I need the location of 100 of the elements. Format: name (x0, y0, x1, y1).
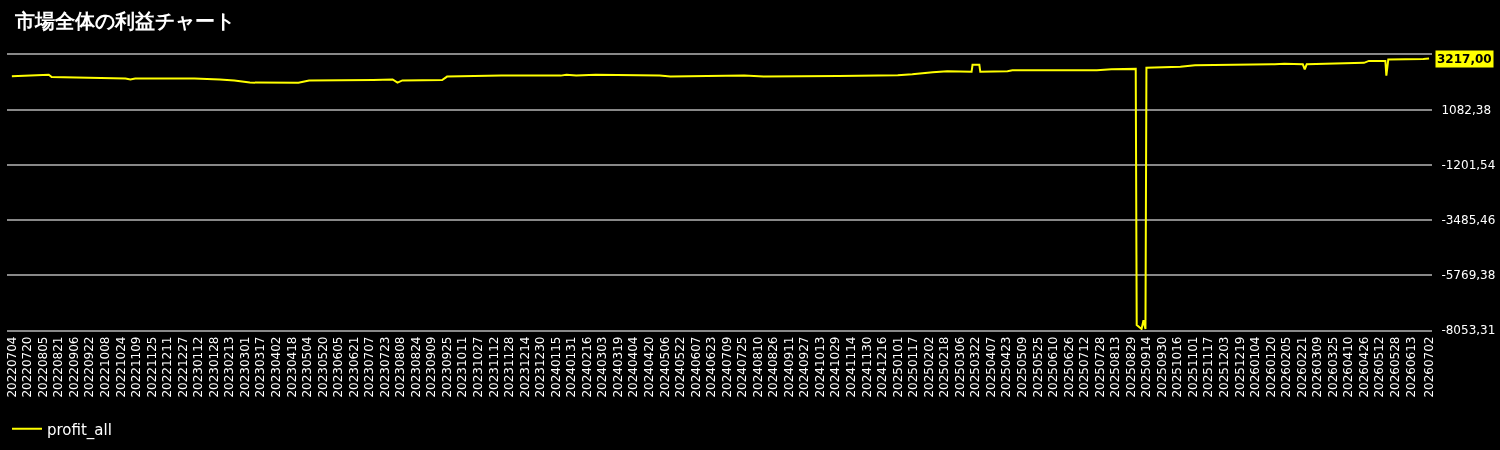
x-tick-label: 20250423 (999, 336, 1014, 398)
x-tick-label: 20250322 (968, 336, 983, 398)
x-tick-label: 20221024 (113, 336, 128, 398)
x-tick-label: 20251219 (1232, 336, 1247, 398)
x-tick-label: 20240131 (564, 336, 579, 398)
x-tick-label: 20260702 (1421, 336, 1436, 398)
x-tick-label: 20231112 (486, 336, 501, 398)
y-tick-label: -8053,31 (1441, 323, 1496, 338)
x-tick-label: 20260221 (1294, 336, 1309, 398)
x-tick-label: 20260613 (1403, 336, 1418, 398)
x-tick-label: 20250626 (1061, 336, 1076, 398)
x-tick-label: 20230605 (331, 336, 346, 398)
x-tick-label: 20240709 (719, 336, 734, 398)
legend-label: profit_all (47, 420, 112, 440)
x-tick-label: 20221227 (175, 336, 190, 398)
x-tick-label: 20230213 (222, 336, 237, 398)
x-tick-label: 20221125 (144, 336, 159, 398)
x-tick-label: 20241013 (812, 336, 827, 398)
x-tick-label: 20220821 (51, 336, 66, 398)
x-tick-label: 20240216 (579, 336, 594, 398)
x-tick-label: 20241029 (828, 336, 843, 398)
x-tick-label: 20240420 (641, 336, 656, 398)
annotation: 3217,00 (1437, 52, 1492, 66)
x-tick-label: 20260410 (1341, 336, 1356, 398)
x-tick-label: 20250407 (983, 336, 998, 398)
x-tick-label: 20230317 (253, 336, 268, 398)
x-tick-label: 20231128 (502, 336, 517, 398)
x-tick-label: 20220704 (4, 336, 19, 398)
x-tick-label: 20230128 (206, 336, 221, 398)
x-tick-label: 20240927 (797, 336, 812, 398)
x-tick-label: 20250712 (1077, 336, 1092, 398)
x-tick-label: 20240826 (766, 336, 781, 398)
x-tick-label: 20230112 (191, 336, 206, 398)
x-tick-label: 20230824 (408, 336, 423, 398)
x-tick-label: 20230418 (284, 336, 299, 398)
x-tick-label: 20240319 (610, 336, 625, 398)
x-tick-label: 20251117 (1201, 336, 1216, 398)
x-tick-label: 20231230 (533, 336, 548, 398)
y-tick-label: -1201,54 (1441, 158, 1496, 173)
x-tick-label: 20231214 (517, 336, 532, 398)
x-tick-label: 20221008 (98, 336, 113, 398)
x-tick-label: 20240506 (657, 336, 672, 398)
x-tick-label: 20230723 (377, 336, 392, 398)
x-tick-label: 20251016 (1170, 336, 1185, 398)
x-tick-label: 20240810 (750, 336, 765, 398)
x-tick-label: 20241130 (859, 336, 874, 398)
x-tick-label: 20250509 (1014, 336, 1029, 398)
x-tick-label: 20260120 (1263, 336, 1278, 398)
x-tick-label: 20220720 (20, 336, 35, 398)
x-tick-label: 20240404 (626, 336, 641, 398)
x-tick-label: 20231027 (471, 336, 486, 398)
x-tick-label: 20230301 (237, 336, 252, 398)
x-tick-label: 20250610 (1046, 336, 1061, 398)
x-tick-label: 20250218 (937, 336, 952, 398)
x-tick-label: 20230707 (362, 336, 377, 398)
x-tick-label: 20220805 (35, 336, 50, 398)
x-tick-label: 20260104 (1248, 336, 1263, 398)
x-tick-label: 20220906 (66, 336, 81, 398)
x-tick-label: 20260325 (1325, 336, 1340, 398)
x-tick-label: 20230808 (393, 336, 408, 398)
x-tick-label: 20250525 (1030, 336, 1045, 398)
x-tick-label: 20250813 (1108, 336, 1123, 398)
x-tick-label: 20260528 (1387, 336, 1402, 398)
x-tick-label: 20250914 (1139, 336, 1154, 398)
x-tick-label: 20221109 (129, 336, 144, 398)
x-tick-label: 20250829 (1123, 336, 1138, 398)
line-series (10, 57, 1431, 330)
x-tick-label: 20240115 (548, 336, 563, 398)
x-tick-label: 20250117 (906, 336, 921, 398)
x-tick-label: 20241216 (875, 336, 890, 398)
x-tick-label: 20241114 (844, 336, 859, 398)
x-tick-label: 20240725 (735, 336, 750, 398)
x-tick-label: 20230909 (424, 336, 439, 398)
x-tick-label: 20240522 (673, 336, 688, 398)
x-tick-label: 20250202 (921, 336, 936, 398)
x-tick-label: 20250101 (890, 336, 905, 398)
x-tick-label: 20250930 (1154, 336, 1169, 398)
x-tick-label: 20260512 (1372, 336, 1387, 398)
x-tick-label: 20231011 (455, 336, 470, 398)
x-tick-label: 20250306 (952, 336, 967, 398)
x-tick-label: 20230925 (439, 336, 454, 398)
x-tick-label: 20260426 (1356, 336, 1371, 398)
y-tick-label: -5769,38 (1441, 268, 1496, 283)
x-tick-label: 20240607 (688, 336, 703, 398)
x-tick-label: 20230621 (346, 336, 361, 398)
x-tick-label: 20260309 (1310, 336, 1325, 398)
x-tick-label: 20230520 (315, 336, 330, 398)
x-tick-label: 20240911 (781, 336, 796, 398)
x-tick-label: 20240623 (704, 336, 719, 398)
x-tick-label: 20251101 (1185, 336, 1200, 398)
chart-title: 市場全体の利益チャート (14, 8, 235, 33)
y-tick-label: -3485,46 (1441, 213, 1496, 228)
x-tick-label: 20260205 (1279, 336, 1294, 398)
y-tick-label: 1082,38 (1441, 103, 1492, 118)
x-tick-label: 20221211 (160, 336, 175, 398)
x-tick-label: 20251203 (1217, 336, 1232, 398)
x-tick-label: 20240303 (595, 336, 610, 398)
x-tick-label: 20250728 (1092, 336, 1107, 398)
x-tick-label: 20230504 (300, 336, 315, 398)
x-tick-label: 20230402 (268, 336, 283, 398)
